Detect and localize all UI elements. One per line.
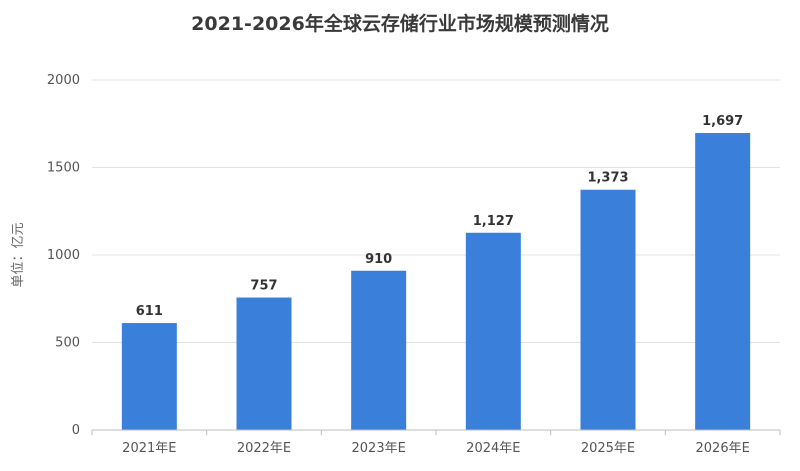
y-tick-label: 1000 <box>47 248 80 263</box>
x-axis-ticks: 2021年E 2022年E 2023年E 2024年E 2025年E 2026年E <box>91 430 781 456</box>
bar <box>580 189 636 430</box>
bar <box>351 270 407 430</box>
y-axis-label: 单位：亿元 <box>11 222 26 287</box>
y-tick-label: 500 <box>55 336 80 351</box>
gridlines <box>92 79 780 343</box>
y-tick-label: 1500 <box>47 161 80 176</box>
bar <box>121 323 177 430</box>
bar <box>465 232 521 430</box>
x-tick-label: 2023年E <box>352 441 406 456</box>
bar <box>236 297 292 430</box>
data-labels: 611 757 910 1,127 1,373 1,697 <box>136 114 743 319</box>
bar-value-label: 611 <box>136 304 163 319</box>
bar <box>695 133 751 430</box>
x-tick-label: 2026年E <box>696 441 750 456</box>
bars <box>121 133 751 430</box>
bar-value-label: 910 <box>365 252 392 267</box>
y-axis-ticks: 0 500 1000 1500 2000 <box>47 73 80 438</box>
bar-value-label: 1,373 <box>587 171 628 186</box>
x-tick-label: 2025年E <box>581 441 635 456</box>
chart-title: 2021-2026年全球云存储行业市场规模预测情况 <box>191 12 609 35</box>
y-tick-label: 2000 <box>47 73 80 88</box>
x-tick-label: 2022年E <box>237 441 291 456</box>
bar-value-label: 1,127 <box>473 214 514 229</box>
x-tick-label: 2021年E <box>122 441 176 456</box>
y-tick-label: 0 <box>72 423 80 438</box>
bar-value-label: 1,697 <box>702 114 743 129</box>
bar-value-label: 757 <box>250 279 277 294</box>
x-tick-label: 2024年E <box>466 441 520 456</box>
